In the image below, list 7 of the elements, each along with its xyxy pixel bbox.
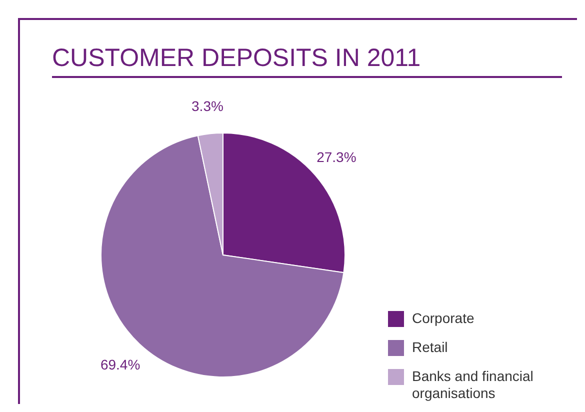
data-label: 69.4% (100, 356, 140, 372)
legend-label: Retail (412, 339, 448, 356)
legend-label: Corporate (412, 310, 474, 327)
data-label: 3.3% (192, 98, 224, 114)
data-label: 27.3% (316, 148, 356, 165)
chart-title: CUSTOMER DEPOSITS IN 2011 (52, 44, 421, 73)
legend-label: Banks and financial organisations (412, 368, 534, 402)
